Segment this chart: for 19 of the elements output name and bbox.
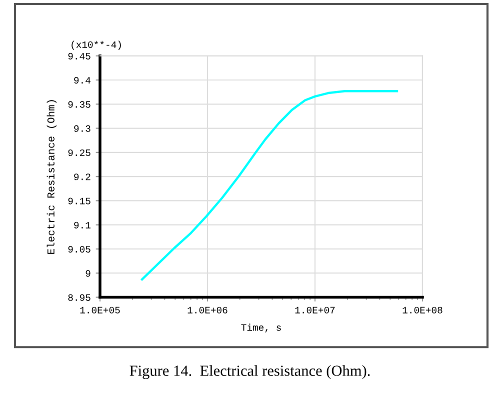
y-tick-label: 9.25: [68, 149, 90, 156]
x-tick-label: 1.0E+08: [402, 306, 442, 314]
y-tick-label: 9.4: [74, 77, 90, 84]
y-tick-label: 9.1: [74, 222, 90, 228]
y-tick-label: 9.05: [68, 246, 90, 253]
caption: Figure 14. Electrical resistance (Ohm).: [130, 365, 370, 380]
x-tick-label: 1.0E+07: [295, 306, 335, 314]
y-tick-label: 9.3: [74, 125, 90, 132]
y-axis-title: Electric Resistance (Ohm): [46, 100, 57, 254]
x-tick-label: 1.0E+06: [188, 306, 228, 314]
y-tick-label: 9.45: [68, 52, 90, 60]
y-tick-label: 9.35: [68, 101, 90, 108]
y-tick-label: 9: [86, 270, 90, 277]
x-tick-label: 1.0E+05: [80, 306, 120, 314]
y-tick-label: 9.15: [68, 198, 90, 204]
x-axis-title: Time, s: [241, 324, 281, 332]
y-tick-label: 8.95: [68, 294, 90, 301]
text: (x10**-4): [72, 40, 121, 50]
y-tick-label: 9.2: [74, 174, 90, 180]
